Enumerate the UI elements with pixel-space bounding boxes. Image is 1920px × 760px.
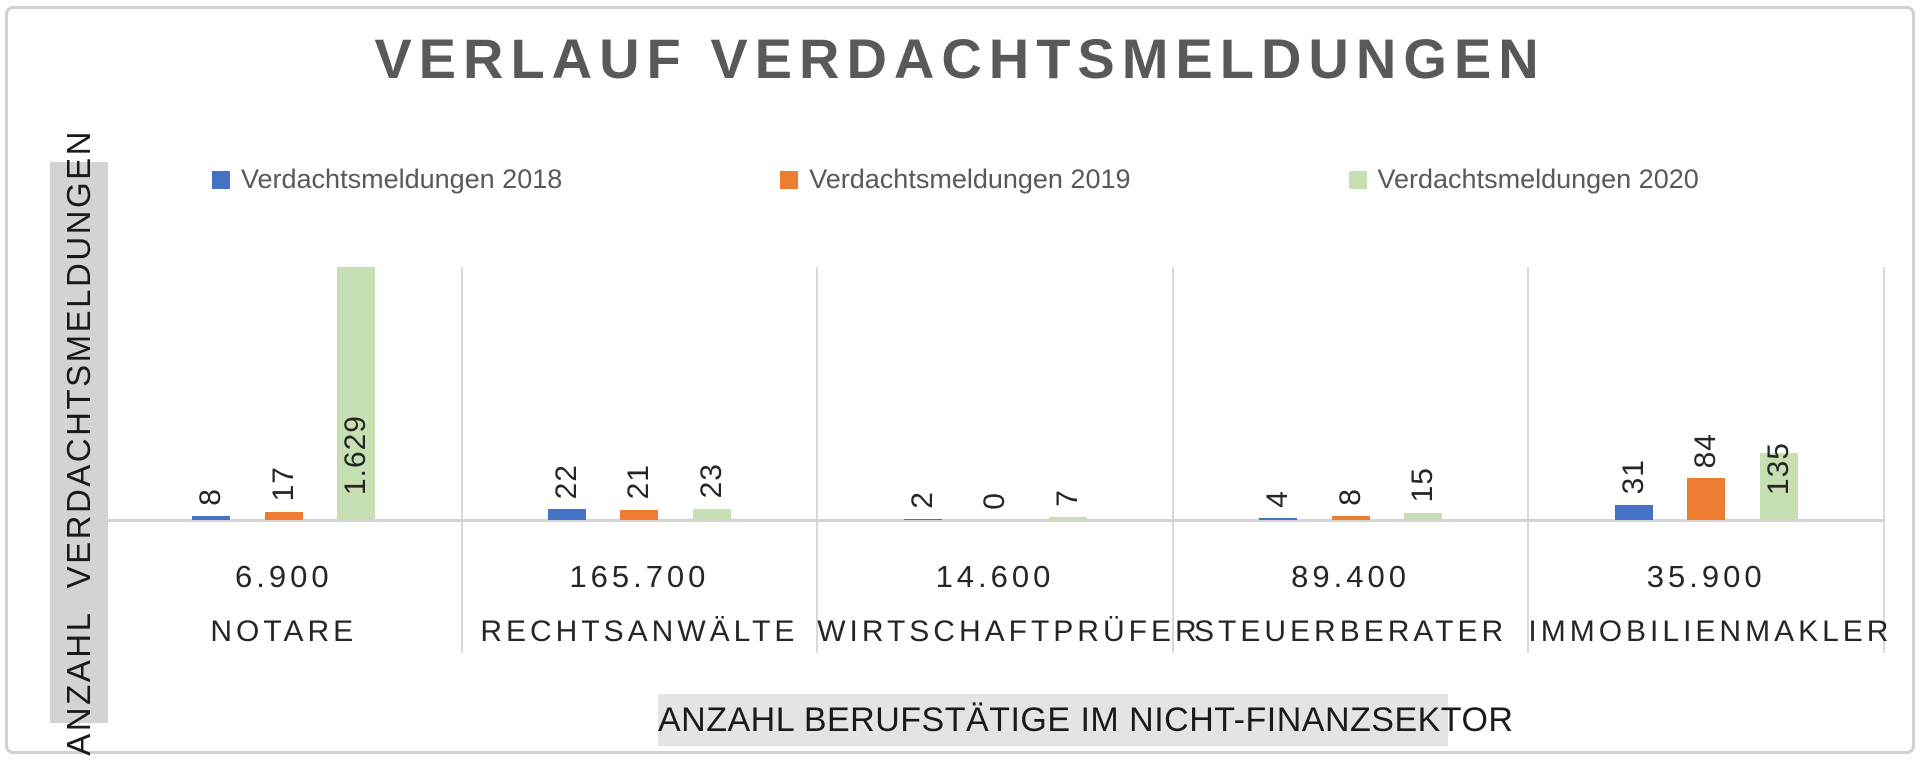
legend-item-2018: Verdachtsmeldungen 2018 [212,164,562,195]
x-axis-workforce-label: 6.900 [235,559,333,594]
x-axis-category-label: WIRTSCHAFTPRÜFER [817,615,1201,648]
x-axis-title-box: ANZAHL BERUFSTÄTIGE IM NICHT-FINANZSEKTO… [658,694,1513,746]
bar-value-label: 8 [194,488,228,506]
bar-value-label: 7 [1050,488,1084,507]
bar-immobilienmakler-2020 [1759,452,1798,520]
x-axis-category-label: STEUERBERATER [1194,615,1508,648]
legend-label: Verdachtsmeldungen 2019 [809,164,1131,194]
x-axis-line [106,519,1884,522]
legend-item-2020: Verdachtsmeldungen 2020 [1348,164,1699,195]
bar-notare-2018 [192,516,231,520]
bar-value-label: 84 [1689,432,1723,468]
bar-value-label: 0 [978,492,1011,510]
bar-steuerberater-2019 [1331,516,1370,520]
x-axis-category-label: NOTARE [210,615,358,648]
bar-value-label: 2 [905,491,939,509]
bar-value-label: 22 [549,463,583,499]
x-axis-workforce-label: 35.900 [1646,559,1766,594]
bar-notare-2019 [264,511,303,520]
x-axis-category-label: IMMOBILIENMAKLER [1528,615,1893,648]
y-axis-title: ANZAHL VERDACHTSMELDUNGEN [60,129,97,756]
bar-rechtsanwälte-2018 [547,509,586,520]
legend-label: Verdachtsmeldungen 2020 [1377,164,1699,194]
bar-value-label: 31 [1616,459,1650,495]
legend-item-2019: Verdachtsmeldungen 2019 [780,164,1131,195]
bar-value-label: 23 [694,463,728,499]
legend-label: Verdachtsmeldungen 2018 [241,164,563,194]
category-separator-line [460,267,463,653]
bar-value-label: 17 [266,466,300,502]
x-axis-workforce-label: 89.400 [1291,559,1410,594]
bar-wirtschaftprüfer-2018 [903,519,942,520]
bar-notare-2020 [337,267,376,520]
bar-steuerberater-2020 [1404,512,1443,520]
y-axis-title-box: ANZAHL VERDACHTSMELDUNGEN [50,129,108,756]
bar-value-label: 135 [1761,441,1795,495]
bar-rechtsanwälte-2019 [620,509,659,520]
x-axis-category-label: RECHTSANWÄLTE [480,615,799,648]
legend-color-swatch-icon [212,170,230,189]
category-separator-line [1883,267,1885,653]
legend-color-swatch-icon [780,170,799,189]
bar-rechtsanwälte-2020 [692,508,731,520]
bar-wirtschaftprüfer-2020 [1048,516,1087,520]
chart-title: VERLAUF VERDACHTSMELDUNGEN [374,27,1546,90]
legend-color-swatch-icon [1348,170,1367,189]
bar-value-label: 4 [1261,490,1295,508]
category-separator-line [1527,267,1530,653]
bar-immobilienmakler-2019 [1687,478,1726,520]
bar-immobilienmakler-2018 [1614,504,1653,520]
bar-value-label: 1.629 [339,414,373,495]
x-axis-workforce-label: 14.600 [935,559,1055,594]
category-separator-line [1171,267,1174,653]
legend: Verdachtsmeldungen 2018 Verdachtsmeldunge… [212,164,1699,195]
category-separator-line [816,267,819,653]
bar-value-label: 8 [1333,488,1367,506]
bar-steuerberater-2018 [1259,518,1298,520]
bar-value-label: 15 [1406,467,1440,503]
bar-value-label: 21 [622,464,656,500]
x-axis-workforce-label: 165.700 [569,559,710,594]
